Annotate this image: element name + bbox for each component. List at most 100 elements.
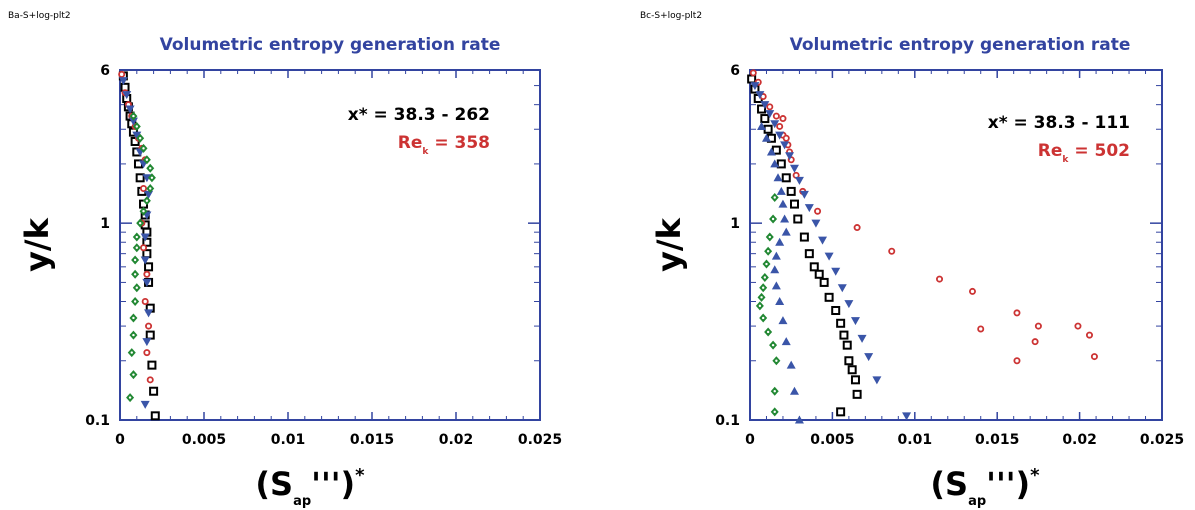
data-point-diamond-core	[133, 258, 137, 262]
data-point-circle	[118, 70, 126, 78]
data-point-triangle-down	[780, 141, 790, 150]
data-point-circle	[772, 112, 780, 120]
data-point-circle	[1074, 322, 1082, 330]
data-point-triangle-down	[872, 376, 882, 385]
data-point-circle	[888, 247, 896, 255]
x-tick-label: 0.005	[182, 432, 226, 448]
data-point-square	[786, 186, 796, 196]
x-tick-label: 0	[745, 432, 755, 448]
data-point-triangle-up	[773, 173, 783, 182]
data-point-square	[819, 277, 829, 287]
data-point-square	[847, 365, 857, 375]
data-point-square	[844, 356, 854, 366]
data-point-square	[824, 292, 834, 302]
data-point-diamond-core	[775, 359, 778, 362]
data-point-triangle-up	[776, 186, 786, 195]
annotation-x-range: x* = 38.3 - 111	[988, 113, 1130, 133]
x-axis-label: (Sap''')*	[930, 465, 1040, 509]
data-point-diamond-core	[761, 286, 765, 289]
data-point-diamond-core	[138, 221, 142, 225]
data-point-triangle-up	[757, 121, 767, 130]
data-point-square	[799, 232, 809, 242]
data-point-triangle-down	[140, 400, 150, 409]
chart-title: Volumetric entropy generation rate	[160, 35, 501, 55]
x-tick-label: 0.015	[350, 432, 394, 448]
annotation-reynolds: Rek = 358	[398, 133, 490, 157]
data-point-diamond-core	[135, 286, 138, 289]
data-point-circle	[1031, 338, 1039, 346]
data-point-square	[145, 330, 155, 340]
plot-frame	[749, 69, 1163, 421]
data-point-diamond-core	[768, 235, 771, 239]
data-point-diamond-core	[135, 125, 138, 128]
data-point-square	[793, 214, 803, 224]
data-point-diamond-core	[763, 276, 767, 279]
data-point-diamond-core	[133, 300, 137, 303]
data-point-diamond-core	[766, 330, 770, 334]
data-point-triangle-down	[785, 152, 795, 161]
data-point-triangle-up	[778, 316, 788, 325]
data-point-triangle-down	[770, 120, 780, 129]
data-point-circle	[936, 275, 944, 283]
x-tick-label: 0.005	[810, 432, 854, 448]
data-point-triangle-up	[786, 360, 796, 369]
data-point-diamond-core	[758, 304, 762, 308]
data-point-square	[760, 114, 770, 124]
data-point-triangle-down	[804, 204, 814, 213]
data-point-circle	[968, 287, 976, 295]
data-point-square	[836, 407, 846, 417]
data-point-triangle-down	[864, 353, 874, 362]
data-point-square	[809, 262, 819, 272]
data-point-circle	[140, 185, 148, 193]
y-tick-label: 6	[730, 63, 740, 79]
data-point-square	[142, 249, 152, 259]
data-point-square	[135, 173, 145, 183]
data-point-circle	[143, 349, 151, 357]
data-point-triangle-up	[771, 251, 781, 260]
data-point-triangle-up	[794, 415, 804, 424]
data-point-circle	[1090, 353, 1098, 361]
data-point-diamond-core	[765, 262, 768, 266]
data-point-diamond-core	[771, 343, 775, 347]
chart-panel-left: Ba-S+log-plt2 Volumetric entropy generati…	[8, 11, 562, 509]
data-point-circle	[776, 122, 784, 130]
data-point-triangle-down	[857, 334, 867, 343]
data-point-triangle-down	[799, 190, 809, 199]
data-point-triangle-up	[778, 199, 788, 208]
data-point-diamond-core	[145, 158, 149, 161]
data-point-square	[147, 360, 157, 370]
y-tick-label: 0.1	[85, 413, 110, 429]
data-point-diamond-core	[145, 199, 149, 202]
data-point-square	[842, 340, 852, 350]
data-point-square	[776, 159, 786, 169]
data-point-square	[852, 389, 862, 399]
data-point-square	[850, 375, 860, 385]
data-point-triangle-up	[770, 265, 780, 274]
data-point-diamond-core	[150, 176, 154, 180]
data-point-circle	[1013, 357, 1021, 365]
data-point-square	[142, 237, 152, 247]
data-point-triangle-up	[781, 227, 791, 236]
data-point-triangle-down	[755, 91, 765, 100]
x-tick-label: 0.025	[518, 432, 562, 448]
data-point-triangle-up	[766, 147, 776, 156]
data-point-triangle-down	[142, 174, 152, 183]
data-point-triangle-up	[775, 237, 785, 246]
data-point-triangle-down	[775, 131, 785, 140]
data-point-diamond-core	[132, 114, 135, 118]
data-point-diamond-core	[130, 351, 133, 354]
data-point-triangle-up	[781, 337, 791, 346]
x-tick-label: 0.025	[1140, 432, 1184, 448]
data-point-triangle-down	[902, 412, 912, 421]
x-tick-label: 0	[115, 432, 125, 448]
data-point-triangle-down	[142, 338, 152, 347]
y-axis-label: y/k	[650, 217, 688, 272]
chart-title: Volumetric entropy generation rate	[790, 35, 1131, 55]
data-point-circle	[140, 244, 148, 252]
data-point-diamond-core	[771, 217, 775, 221]
data-point-triangle-down	[844, 300, 854, 309]
data-point-diamond-core	[142, 210, 145, 213]
data-point-square	[747, 74, 757, 84]
data-point-circle	[853, 224, 861, 232]
